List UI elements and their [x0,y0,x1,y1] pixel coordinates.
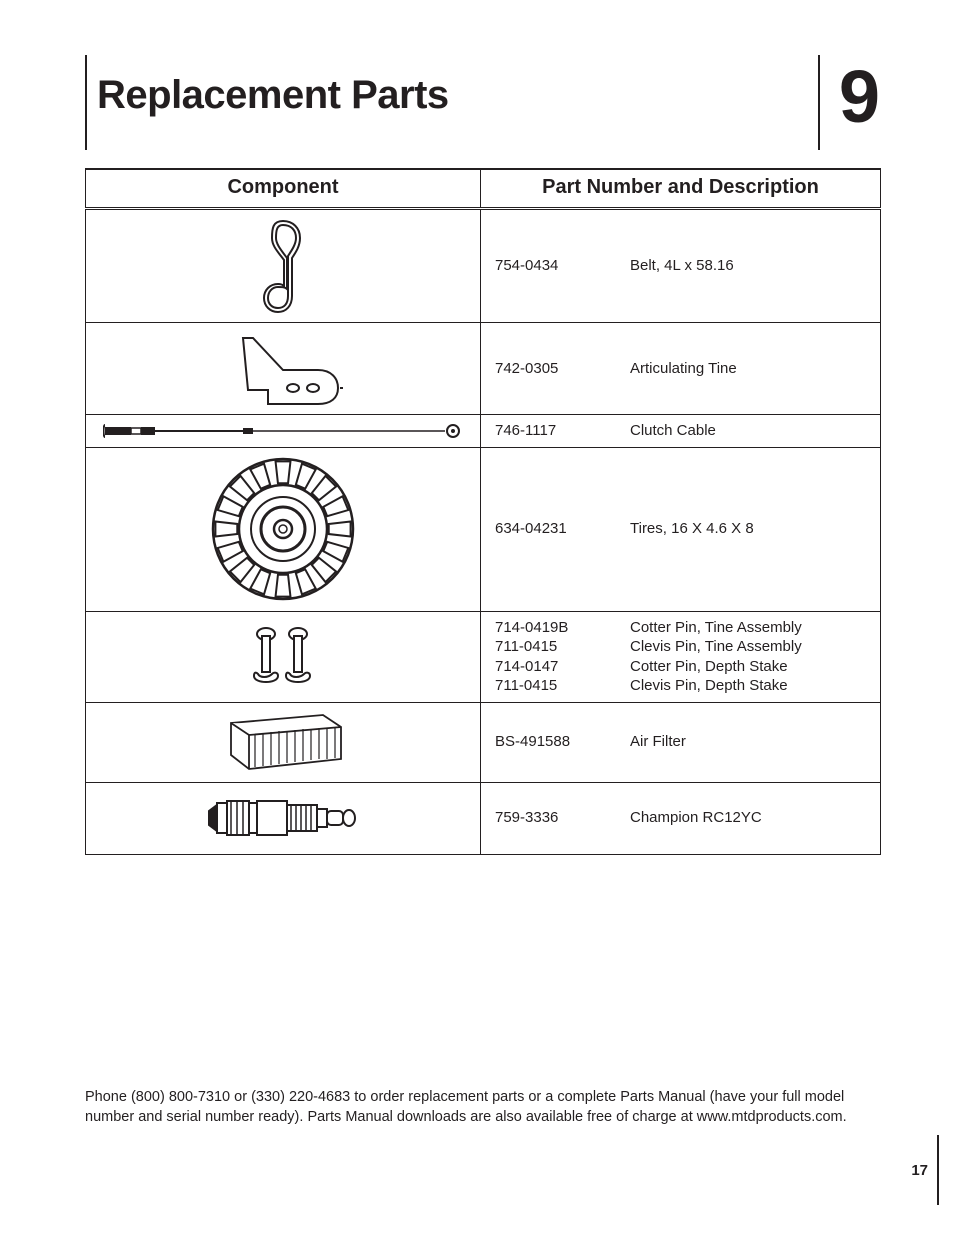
table-row: 714-0419B711-0415714-0147711-0415Cotter … [86,611,881,702]
component-cell [86,782,481,854]
footer-note: Phone (800) 800-7310 or (330) 220-4683 t… [85,1088,880,1127]
description-cell: 746-1117 Clutch Cable [481,415,881,448]
part-number: 634-04231 [495,519,590,539]
chapter-number: 9 [839,60,880,134]
cable-icon [103,422,463,440]
tine-icon [223,330,343,408]
part-number: 742-0305 [495,359,590,379]
description-cell: 759-3336 Champion RC12YC [481,782,881,854]
component-cell [86,323,481,415]
sparkplug-icon [203,793,363,843]
part-description: Clevis Pin, Tine Assembly [630,637,802,657]
col-partnum: Part Number and Description [481,169,881,209]
part-description: Air Filter [630,732,686,752]
component-cell [86,611,481,702]
parts-table: Component Part Number and Description 75… [85,168,881,855]
tire-icon [208,454,358,604]
page-number-rule [937,1135,939,1205]
part-number: 711-0415 [495,637,590,657]
component-cell [86,702,481,782]
table-row: 759-3336 Champion RC12YC [86,782,881,854]
part-description: Clutch Cable [630,421,716,441]
part-number: 759-3336 [495,808,590,828]
part-descriptions: Champion RC12YC [630,808,762,828]
table-row: BS-491588 Air Filter [86,702,881,782]
part-number: 714-0419B [495,618,590,638]
table-row: 634-04231 Tires, 16 X 4.6 X 8 [86,447,881,611]
page-number: 17 [911,1162,928,1179]
table-row: 754-0434 Belt, 4L x 58.16 [86,209,881,323]
part-description: Cotter Pin, Tine Assembly [630,618,802,638]
belt-icon [248,216,318,316]
description-cell: 634-04231 Tires, 16 X 4.6 X 8 [481,447,881,611]
component-cell [86,415,481,448]
part-number: 714-0147 [495,657,590,677]
part-number: 711-0415 [495,676,590,696]
title-rule [85,55,87,150]
page-header: Replacement Parts 9 [85,55,880,150]
component-cell [86,447,481,611]
part-description: Tires, 16 X 4.6 X 8 [630,519,754,539]
part-number: 746-1117 [495,421,590,441]
part-number: BS-491588 [495,732,590,752]
part-descriptions: Belt, 4L x 58.16 [630,256,734,276]
part-descriptions: Cotter Pin, Tine AssemblyClevis Pin, Tin… [630,618,802,696]
table-row: 742-0305 Articulating Tine [86,323,881,415]
footer-phones: (800) 800-7310 or (330) 220-4683 [131,1089,350,1105]
description-cell: 742-0305 Articulating Tine [481,323,881,415]
footer-url: www.mtdproducts.com [697,1109,843,1125]
part-descriptions: Clutch Cable [630,421,716,441]
table-row: 746-1117 Clutch Cable [86,415,881,448]
page-title: Replacement Parts [97,73,449,118]
part-numbers: 759-3336 [495,808,590,828]
part-description: Belt, 4L x 58.16 [630,256,734,276]
description-cell: 754-0434 Belt, 4L x 58.16 [481,209,881,323]
part-number: 754-0434 [495,256,590,276]
pins-icon [238,622,328,692]
footer-pre: Phone [85,1089,131,1105]
part-description: Clevis Pin, Depth Stake [630,676,802,696]
part-descriptions: Tires, 16 X 4.6 X 8 [630,519,754,539]
footer-post: . [843,1109,847,1125]
chapter-rule [818,55,820,150]
component-cell [86,209,481,323]
part-descriptions: Air Filter [630,732,686,752]
part-numbers: 742-0305 [495,359,590,379]
part-numbers: BS-491588 [495,732,590,752]
part-descriptions: Articulating Tine [630,359,737,379]
part-description: Cotter Pin, Depth Stake [630,657,802,677]
description-cell: 714-0419B711-0415714-0147711-0415Cotter … [481,611,881,702]
part-numbers: 754-0434 [495,256,590,276]
col-component: Component [86,169,481,209]
part-description: Champion RC12YC [630,808,762,828]
part-numbers: 746-1117 [495,421,590,441]
description-cell: BS-491588 Air Filter [481,702,881,782]
part-numbers: 714-0419B711-0415714-0147711-0415 [495,618,590,696]
filter-icon [213,709,353,775]
part-description: Articulating Tine [630,359,737,379]
part-numbers: 634-04231 [495,519,590,539]
